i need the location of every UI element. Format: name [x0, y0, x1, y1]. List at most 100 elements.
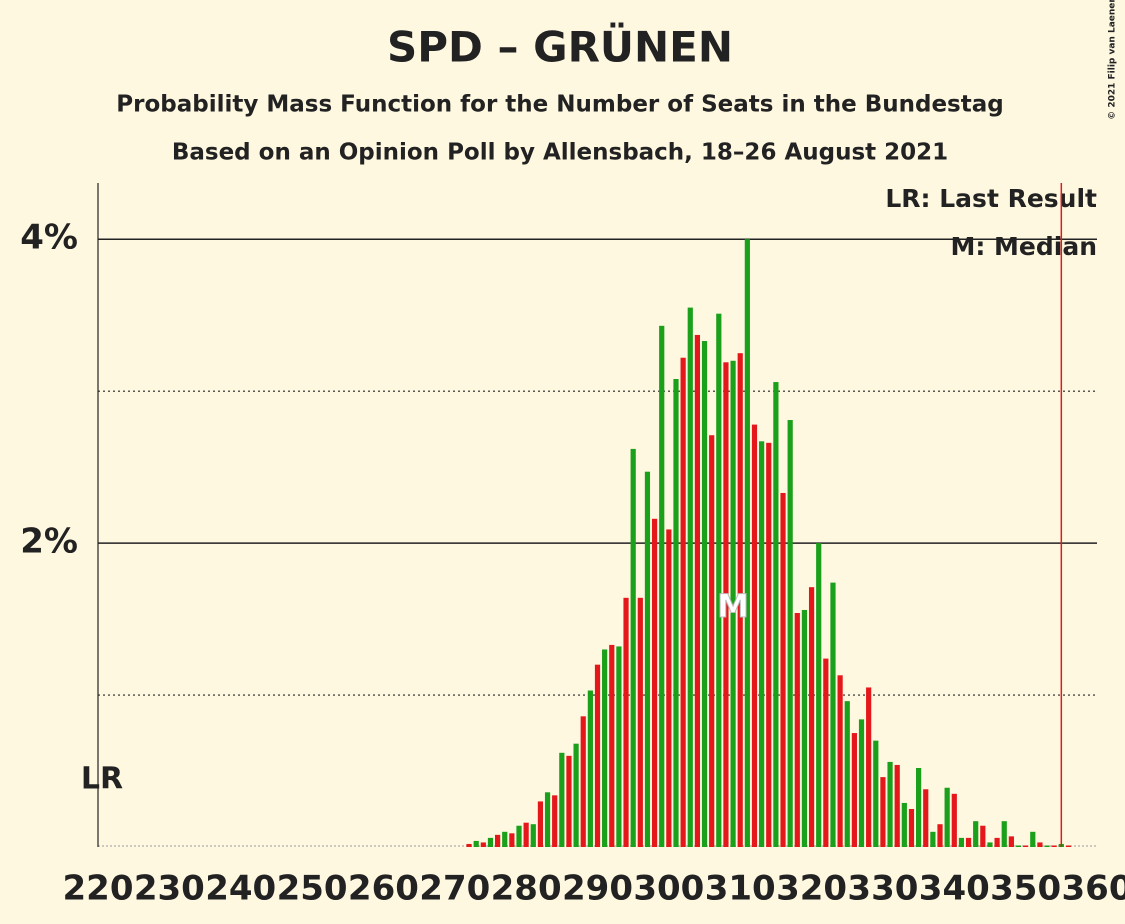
x-tick-label: 310: [705, 869, 776, 909]
legend-entry: LR: Last Result: [885, 184, 1097, 213]
bar: [723, 362, 729, 847]
bar: [1008, 836, 1014, 847]
bar: [958, 837, 965, 847]
chart-title: SPD – GRÜNEN: [387, 22, 733, 72]
x-tick-label: 320: [776, 869, 847, 909]
bar: [502, 831, 508, 847]
bar: [623, 597, 629, 847]
copyright: © 2021 Filip van Laenen: [1108, 0, 1118, 120]
bar: [480, 842, 486, 847]
bar: [530, 824, 536, 847]
bar: [744, 239, 750, 848]
bar: [965, 837, 972, 847]
bar: [759, 441, 765, 847]
bar: [787, 420, 793, 847]
bar: [816, 543, 822, 847]
bar: [716, 313, 722, 848]
bar: [873, 740, 879, 847]
bar: [887, 761, 893, 847]
bar: [801, 609, 808, 847]
bar: [544, 792, 551, 847]
bar: [930, 831, 936, 847]
bar: [1051, 845, 1057, 847]
bar: [851, 733, 857, 847]
bar: [1044, 845, 1050, 847]
bar: [701, 341, 708, 847]
x-tick-label: 330: [847, 869, 918, 909]
bar: [908, 809, 915, 847]
bar: [616, 646, 622, 847]
bar: [894, 764, 900, 847]
bar: [552, 795, 558, 847]
bar: [937, 824, 943, 847]
bar: [473, 840, 479, 847]
bar: [666, 529, 672, 847]
bar: [751, 424, 758, 847]
bar: [866, 687, 872, 847]
bar: [780, 492, 786, 847]
bar: [1023, 845, 1029, 847]
bar: [973, 821, 979, 847]
bar: [773, 382, 779, 847]
bar: [858, 719, 865, 847]
bar: [923, 789, 929, 847]
bar: [837, 675, 843, 847]
bar: [495, 834, 501, 847]
legend-entry: M: Median: [950, 232, 1097, 261]
bar: [730, 360, 736, 847]
bar: [987, 842, 993, 847]
x-tick-label: 270: [419, 869, 490, 909]
x-tick-label: 250: [277, 869, 348, 909]
bar: [509, 833, 515, 847]
bar: [687, 307, 693, 847]
median-label: M: [717, 587, 749, 625]
bar: [694, 334, 700, 847]
bar: [994, 837, 1000, 847]
bar: [737, 353, 743, 847]
bar: [602, 649, 608, 847]
bar: [487, 837, 494, 847]
bar: [659, 325, 665, 847]
bar: [901, 802, 907, 847]
bar: [466, 843, 472, 847]
x-tick-label: 230: [134, 869, 205, 909]
bar: [808, 587, 815, 847]
bar: [559, 752, 565, 847]
x-tick-label: 260: [348, 869, 419, 909]
y-tick-label: 2%: [20, 522, 78, 562]
bar: [651, 518, 658, 847]
bar: [1030, 831, 1036, 847]
bar: [830, 582, 836, 847]
bar: [637, 597, 643, 847]
x-tick-label: 350: [990, 869, 1061, 909]
bar: [609, 644, 615, 847]
chart-subtitle: Based on an Opinion Poll by Allensbach, …: [172, 140, 948, 166]
x-tick-label: 220: [63, 869, 134, 909]
bar: [916, 767, 922, 847]
x-tick-label: 240: [205, 869, 276, 909]
bar: [537, 801, 544, 847]
bar: [980, 825, 986, 847]
bar: [951, 793, 957, 847]
bar: [880, 777, 886, 847]
y-tick-label: 4%: [20, 218, 78, 258]
x-tick-label: 340: [919, 869, 990, 909]
bar: [680, 357, 686, 847]
bar: [823, 658, 829, 847]
bar: [587, 690, 593, 847]
bar: [566, 755, 572, 847]
bar: [1037, 842, 1043, 847]
bar: [1015, 845, 1022, 847]
bar: [516, 825, 522, 847]
bar: [644, 471, 651, 847]
bar: [630, 448, 636, 847]
x-tick-label: 280: [491, 869, 562, 909]
bar: [523, 822, 529, 847]
x-tick-label: 300: [633, 869, 704, 909]
chart-subtitle: Probability Mass Function for the Number…: [116, 92, 1003, 118]
bar: [580, 716, 586, 847]
x-tick-label: 360: [1062, 869, 1125, 909]
x-tick-label: 290: [562, 869, 633, 909]
bar: [794, 613, 800, 847]
